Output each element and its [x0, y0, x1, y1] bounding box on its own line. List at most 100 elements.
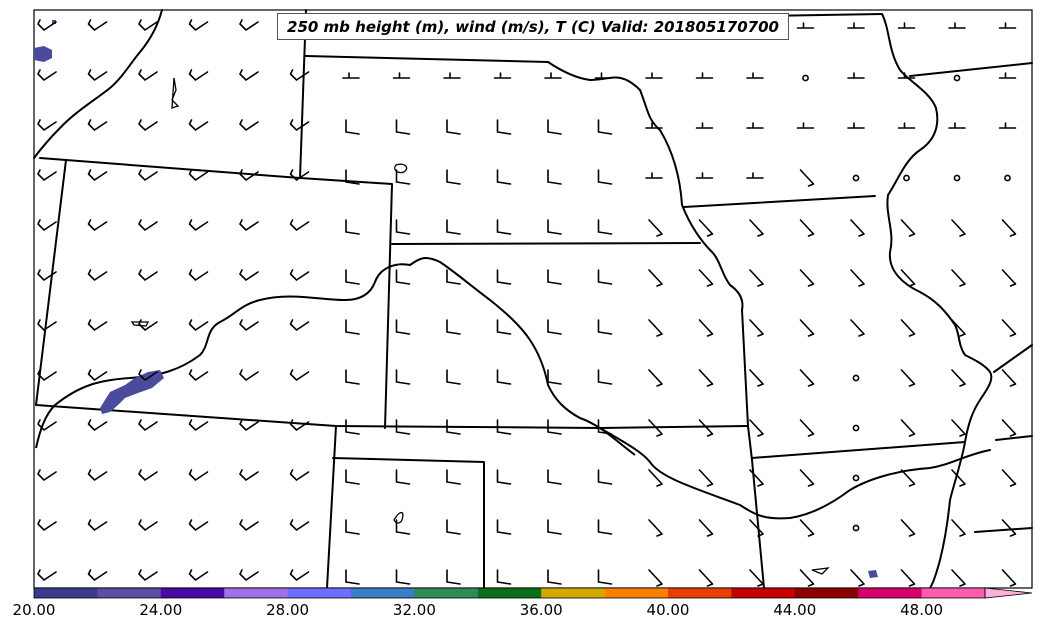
wind-barb [698, 369, 714, 387]
wind-barb [496, 419, 512, 435]
wind-barb [698, 419, 714, 437]
wind-barb [597, 169, 613, 185]
wind-barb [239, 19, 259, 32]
wind-barb [1001, 369, 1017, 387]
wind-barb [496, 519, 512, 535]
wind-barb [597, 369, 613, 385]
wind-barb [900, 369, 916, 387]
wind-barb [597, 269, 613, 285]
wind-barb [998, 122, 1017, 129]
wind-barb [446, 219, 461, 235]
wind-barb [698, 469, 714, 487]
map-title: 250 mb height (m), wind (m/s), T (C) Val… [277, 13, 789, 40]
wind-barb [138, 369, 158, 382]
wind-barb [345, 219, 360, 235]
colorbar-tick-label: 24.00 [139, 601, 183, 619]
wind-barb [446, 319, 461, 335]
wind-barb [799, 219, 815, 237]
wind-barb [188, 69, 209, 82]
wind-barb [395, 269, 411, 285]
wind-barb [395, 569, 411, 585]
wind-barb [897, 22, 916, 29]
colorbar-tick-label: 48.00 [900, 601, 944, 619]
temperature-shading [34, 20, 878, 578]
wind-barb [239, 519, 259, 532]
wind-barb [392, 72, 411, 79]
wind-barb [698, 219, 714, 237]
colorbar-segment [414, 588, 479, 598]
wind-barb [746, 72, 764, 79]
wind-barb [289, 269, 310, 282]
wind-barb [850, 219, 865, 237]
wind-barb [239, 269, 259, 282]
wind-barb [1001, 569, 1017, 587]
wind-barb [951, 219, 966, 237]
wind-barb [597, 219, 613, 235]
wind-barb [138, 469, 158, 482]
wind-barb [37, 119, 57, 132]
wind-barb [37, 569, 57, 582]
wind-barb-calm [852, 474, 860, 482]
wind-barb [345, 269, 360, 285]
wind-barb [1001, 219, 1017, 237]
wind-barb [138, 419, 158, 432]
wind-barb [698, 519, 714, 537]
wind-barb [239, 319, 259, 332]
wind-barb [496, 569, 512, 585]
wind-barb [547, 569, 562, 585]
wind-barb [188, 469, 209, 482]
wind-barb [799, 319, 815, 337]
wind-barb [746, 122, 764, 129]
wind-barb [1001, 419, 1017, 437]
wind-barb [239, 69, 259, 82]
wind-barb [289, 169, 310, 182]
wind-barb [289, 519, 310, 532]
wind-barb [799, 169, 815, 187]
wind-barb [496, 219, 512, 235]
wind-barb [188, 169, 209, 182]
wind-barb [496, 119, 512, 135]
wind-barb [597, 119, 613, 135]
colorbar-segment [668, 588, 732, 598]
wind-barb [799, 519, 815, 537]
wind-barb [443, 72, 461, 79]
colorbar-segment [921, 588, 986, 598]
wind-barb [345, 469, 360, 485]
wind-barb [87, 69, 108, 82]
wind-barb [648, 519, 663, 537]
wind-barb [547, 169, 562, 185]
colorbar-outline [33, 587, 986, 599]
colorbar-segment [97, 588, 162, 598]
wind-barb [239, 419, 259, 432]
wind-barb [850, 319, 865, 337]
wind-barb [799, 569, 815, 587]
wind-barb [345, 419, 360, 435]
wind-barb [395, 319, 411, 335]
wind-barb [446, 169, 461, 185]
wind-barb [597, 319, 613, 335]
wind-barb [900, 469, 916, 487]
wind-barb [37, 169, 57, 182]
wind-barb [138, 519, 158, 532]
wind-barb [645, 172, 663, 179]
wind-barb [799, 469, 815, 487]
wind-barb [37, 519, 57, 532]
wind-barb [900, 319, 916, 337]
wind-barb [188, 419, 209, 432]
wind-barb [698, 319, 714, 337]
wind-barb [446, 569, 461, 585]
wind-barb [87, 319, 108, 332]
wind-barb [900, 419, 916, 437]
wind-barb [188, 19, 209, 32]
wind-barb [395, 369, 411, 385]
colorbar-tick-label: 20.00 [12, 601, 56, 619]
wind-barb [446, 519, 461, 535]
wind-barb [493, 72, 512, 79]
wind-barb [446, 269, 461, 285]
wind-barb [37, 319, 57, 332]
wind-barb [547, 419, 562, 435]
wind-barb [648, 569, 663, 587]
wind-barb [496, 169, 512, 185]
wind-barb [395, 219, 411, 235]
